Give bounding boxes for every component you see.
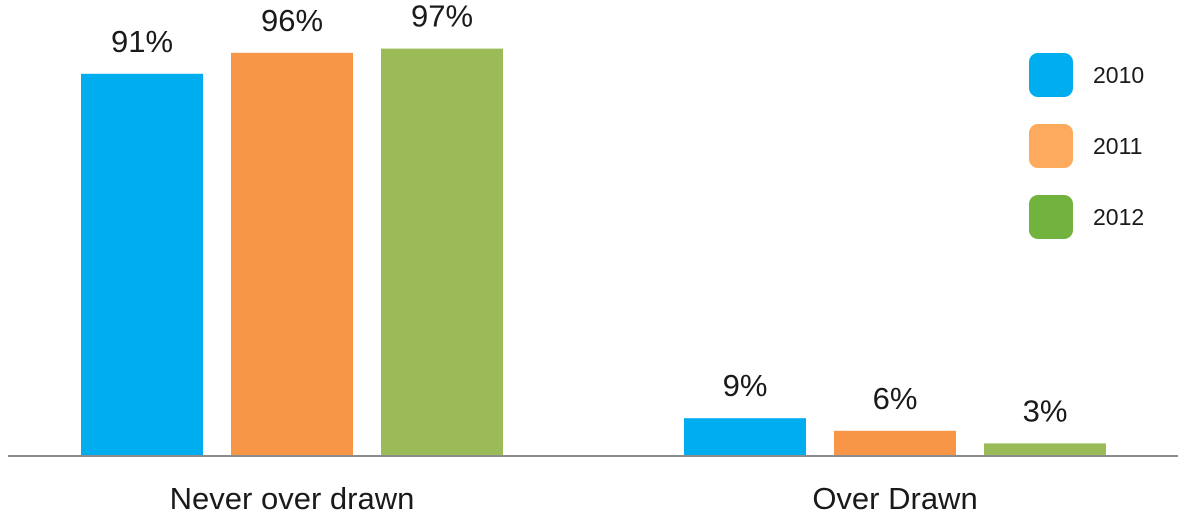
data-label-2010-over-drawn: 9%	[723, 368, 768, 403]
bar-2012-never-over-drawn	[381, 48, 503, 456]
data-label-2011-over-drawn: 6%	[873, 381, 918, 416]
legend-label-2010: 2010	[1093, 62, 1144, 88]
legend-label-2011: 2011	[1093, 133, 1142, 159]
bar-2012-over-drawn	[984, 443, 1106, 456]
category-labels-group: Never over drawn Over Drawn	[170, 481, 978, 516]
bar-2011-never-over-drawn	[231, 52, 353, 457]
bar-2010-never-over-drawn	[81, 73, 203, 457]
category-label-never-over-drawn: Never over drawn	[170, 481, 415, 516]
legend-swatch-2011	[1029, 124, 1073, 168]
legend-label-2012: 2012	[1093, 204, 1144, 230]
legend-swatch-2012	[1029, 195, 1073, 239]
data-label-2010-never-over-drawn: 91%	[111, 24, 173, 59]
legend-swatch-2010	[1029, 53, 1073, 97]
data-label-2012-over-drawn: 3%	[1023, 393, 1068, 428]
category-label-over-drawn: Over Drawn	[812, 481, 977, 516]
value-labels-group: 91% 96% 97% 9% 6% 3%	[111, 0, 1067, 428]
legend: 2010 2011 2012	[1029, 53, 1144, 239]
bars-group	[81, 48, 1106, 457]
bar-2011-over-drawn	[834, 430, 956, 456]
data-label-2012-never-over-drawn: 97%	[411, 0, 473, 34]
data-label-2011-never-over-drawn: 96%	[261, 3, 323, 38]
bar-2010-over-drawn	[684, 418, 806, 456]
